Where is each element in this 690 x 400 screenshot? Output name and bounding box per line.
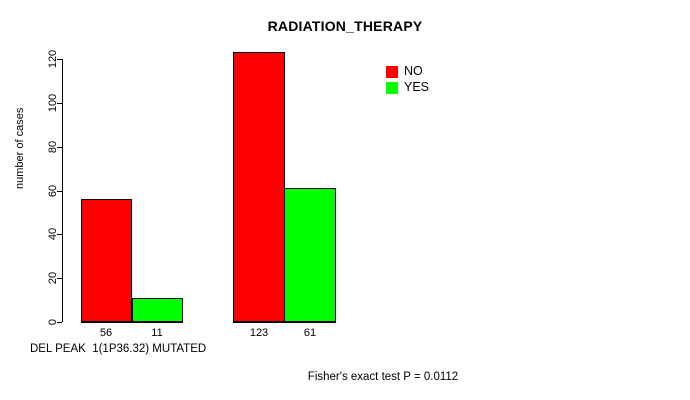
group-1-baseline (81, 322, 183, 323)
bar-yes-group-1[interactable] (132, 298, 183, 322)
y-tick-60 (57, 191, 62, 192)
bar-value-label-2: 11 (151, 327, 163, 339)
statistical-test-annotation: Fisher's exact test P = 0.0112 (0, 371, 690, 383)
y-axis-title: number of cases (14, 107, 26, 189)
y-tick-label-100: 100 (47, 93, 59, 113)
bar-value-label-4: 61 (303, 327, 317, 339)
bar-no-group-2[interactable] (233, 52, 285, 322)
legend-swatch-no-icon (386, 66, 398, 78)
y-tick-120 (57, 59, 62, 60)
legend-label-yes: YES (404, 80, 430, 94)
y-axis-line (62, 59, 63, 322)
group-2-baseline (233, 322, 336, 323)
y-tick-20 (57, 278, 62, 279)
y-tick-0 (57, 322, 62, 323)
y-tick-label-40: 40 (47, 227, 59, 241)
statistical-test-text: Fisher's exact test P = 0.0112 (307, 371, 459, 383)
plot-panel: 0 20 40 60 80 100 120 56 11 123 61 (47, 50, 352, 339)
y-tick-label-0: 0 (47, 318, 59, 326)
bar-yes-group-2[interactable] (284, 188, 336, 322)
y-tick-80 (57, 147, 62, 148)
bar-value-label-1: 56 (99, 327, 113, 339)
legend-swatch-yes-icon (386, 82, 398, 94)
x-axis-title: DEL PEAK 1(1P36.32) MUTATED (30, 343, 207, 355)
legend-label-no: NO (404, 64, 423, 78)
y-tick-label-20: 20 (47, 271, 59, 285)
y-tick-label-60: 60 (47, 184, 59, 198)
y-tick-100 (57, 103, 62, 104)
bar-value-label-3: 123 (249, 327, 269, 339)
y-tick-label-120: 120 (47, 49, 59, 69)
chart-title: RADIATION_THERAPY (267, 18, 423, 34)
bar-no-group-1[interactable] (81, 199, 132, 322)
y-tick-40 (57, 234, 62, 235)
y-tick-label-80: 80 (47, 140, 59, 154)
